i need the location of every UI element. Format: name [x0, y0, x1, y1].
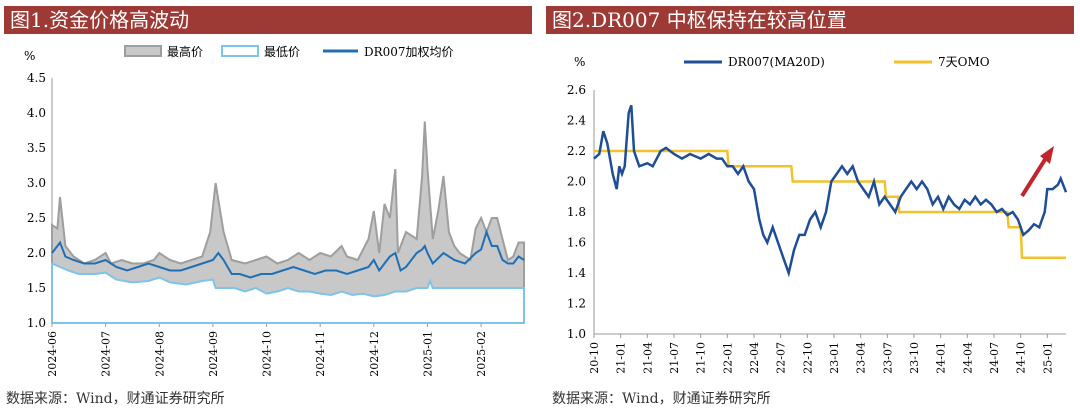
- legend-label-low: 最低价: [264, 45, 300, 59]
- y-tick-label: 2.5: [27, 211, 46, 225]
- series-avg-line: [51, 228, 525, 279]
- y-tick-label: 1.4: [567, 266, 586, 280]
- y-tick-label: 1.5: [27, 281, 46, 295]
- series-omo-line: [594, 149, 1066, 260]
- y-tick-label: 2.2: [567, 144, 586, 158]
- red-up-arrow-shaft: [1020, 156, 1048, 198]
- x-tick-label: 2024-06: [46, 331, 59, 377]
- y-tick-label: 1.2: [567, 297, 586, 311]
- y-tick-label: 2.0: [27, 246, 46, 260]
- x-tick-label: 2024-08: [153, 331, 166, 377]
- y-tick-label: 1.0: [567, 327, 586, 341]
- x-tick-label: 21-01: [615, 342, 628, 374]
- x-tick-label: 24-10: [1015, 342, 1028, 374]
- chart-title-1: 图1.资金价格高波动: [4, 6, 532, 34]
- x-tick-label: 23-04: [855, 342, 868, 374]
- x-tick-label: 23-10: [908, 342, 921, 374]
- x-tick-label: 25-01: [1041, 342, 1054, 374]
- x-tick-label: 2024-11: [314, 331, 327, 377]
- x-tick-label: 21-10: [695, 342, 708, 374]
- y-tick-label: 3.5: [27, 141, 46, 155]
- chart-panel-2: 图2.DR007 中枢保持在较高位置 % 1.0 1.2 1.4 1.6 1.8 2.0 2.…: [546, 0, 1080, 413]
- x-tick-label: 22-04: [748, 342, 761, 374]
- y-tick-label: 2.4: [567, 114, 586, 128]
- legend-swatch-low: [221, 45, 259, 57]
- y-tick-label: 2.6: [567, 83, 586, 97]
- y-axis-unit: %: [24, 49, 35, 63]
- source-note-2: 数据来源：Wind，财通证券研究所: [552, 391, 771, 407]
- x-tick-label: 23-07: [881, 342, 894, 374]
- x-tick-label: 21-04: [641, 342, 654, 374]
- y-tick-label: 1.8: [567, 205, 586, 219]
- y-tick-label: 4.0: [27, 106, 46, 120]
- source-note-1: 数据来源：Wind，财通证券研究所: [6, 391, 225, 407]
- series-high-area: [51, 121, 525, 324]
- series-low-area: [51, 261, 525, 324]
- x-tick-label: 24-04: [961, 342, 974, 374]
- x-tick-label: 2025-01: [421, 331, 434, 377]
- legend-label-avg: DR007加权均价: [364, 45, 454, 59]
- x-tick-label: 2024-09: [207, 331, 220, 377]
- x-tick-label: 2024-07: [100, 331, 113, 377]
- y-tick-label: 1.6: [567, 236, 586, 250]
- x-tick-label: 22-01: [721, 342, 734, 374]
- x-tick-label: 23-01: [828, 342, 841, 374]
- y-tick-label: 1.0: [27, 316, 46, 330]
- red-up-arrow-head: [1040, 146, 1054, 164]
- x-tick-label: 24-07: [988, 342, 1001, 374]
- chart-2: % 1.0 1.2 1.4 1.6 1.8 2.0 2.2 2.4 2.6 20-10 21-01 21…: [567, 55, 1068, 374]
- x-tick-label: 2024-12: [368, 331, 381, 377]
- x-tick-label: 20-10: [588, 342, 601, 374]
- x-tick-label: 22-10: [801, 342, 814, 374]
- legend-label-dr007: DR007(MA20D): [728, 55, 825, 69]
- x-tick-label: 2024-10: [261, 331, 274, 377]
- chart-title-2: 图2.DR007 中枢保持在较高位置: [546, 6, 1074, 34]
- x-tick-label: 2025-02: [475, 331, 488, 377]
- legend-label-omo: 7天OMO: [938, 55, 990, 69]
- series-dr007-line: [593, 104, 1068, 278]
- y-axis-unit: %: [574, 55, 585, 69]
- y-tick-label: 2.0: [567, 175, 586, 189]
- y-tick-label: 3.0: [27, 176, 46, 190]
- chart-1: % 1.0 1.5 2.0 2.5 3.0 3.5 4.0 4.5 2024-06 2024-07 2…: [24, 44, 525, 377]
- x-tick-label: 22-07: [775, 342, 788, 374]
- legend-label-high: 最高价: [167, 44, 203, 59]
- y-tick-label: 4.5: [27, 71, 46, 85]
- legend-swatch-high: [124, 45, 162, 57]
- chart-panel-1: 图1.资金价格高波动 % 1.0 1.5 2.0 2.5 3.0 3.5 4.0 4.5 2024…: [4, 6, 532, 407]
- x-tick-label: 24-01: [935, 342, 948, 374]
- x-tick-label: 21-07: [668, 342, 681, 374]
